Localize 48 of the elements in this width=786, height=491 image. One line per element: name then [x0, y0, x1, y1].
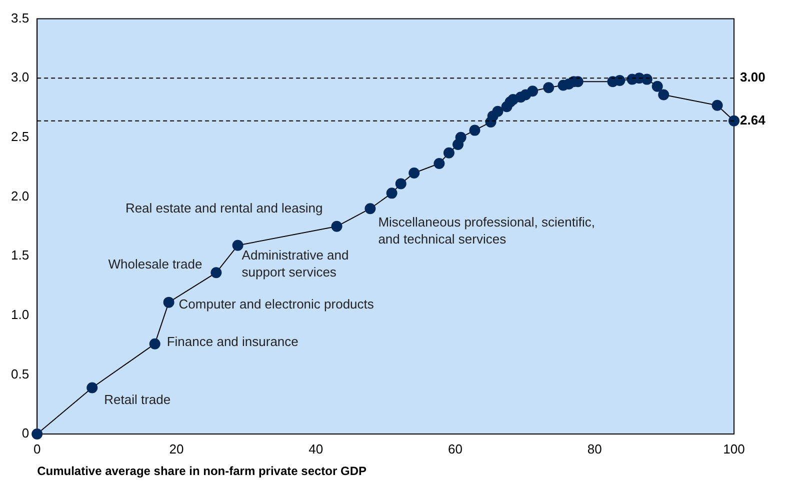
annotation: Real estate and rental and leasing [125, 200, 323, 216]
point [331, 220, 342, 232]
point [232, 240, 244, 251]
annotation: Finance and insurance [166, 334, 298, 349]
point [543, 82, 554, 94]
annotation: Miscellaneous professional, scientific, and technical services [378, 214, 595, 247]
point [364, 203, 376, 214]
annotation: Administrative and support services [242, 247, 349, 280]
x-tick-label: 60 [448, 441, 462, 456]
x-tick-label: 80 [587, 441, 602, 456]
x-axis-title: Cumulative average share in non-farm private sector GDP [37, 464, 367, 478]
annotation: Computer and electronic products [178, 296, 374, 312]
point [149, 338, 160, 350]
y-tick-label: 1.0 [10, 306, 30, 322]
point [395, 178, 406, 190]
y-tick-label: 0.5 [10, 366, 30, 382]
y-tick-label: 2.0 [10, 188, 30, 204]
point [469, 124, 480, 136]
point [614, 74, 626, 86]
point [641, 74, 652, 85]
x-tick-label: 100 [723, 441, 745, 456]
y-tick-label: 2.5 [10, 129, 30, 144]
point [163, 296, 174, 308]
point [32, 428, 43, 440]
x-tick-label: 20 [169, 441, 184, 456]
y-tick-label: 0 [22, 426, 30, 441]
annotation: Retail trade [104, 392, 171, 407]
annotation: Wholesale trade [108, 256, 202, 272]
point [658, 89, 670, 100]
point [408, 168, 420, 179]
point [712, 100, 723, 111]
point [492, 106, 504, 117]
point [443, 147, 454, 158]
x-tick-label: 0 [33, 441, 41, 456]
point [386, 188, 398, 199]
y-tick-label: 3.5 [10, 10, 30, 26]
point [728, 115, 740, 126]
point [527, 86, 538, 97]
ref-line-label: 3.00 [740, 70, 766, 85]
y-tick-label: 1.5 [10, 248, 30, 263]
point [455, 132, 466, 143]
point [86, 382, 98, 394]
y-tick-label: 3.0 [10, 70, 30, 85]
point [652, 80, 663, 92]
ref-line-label: 2.64 [740, 112, 766, 128]
point [434, 158, 445, 170]
point [210, 267, 222, 278]
x-tick-label: 40 [308, 441, 324, 456]
